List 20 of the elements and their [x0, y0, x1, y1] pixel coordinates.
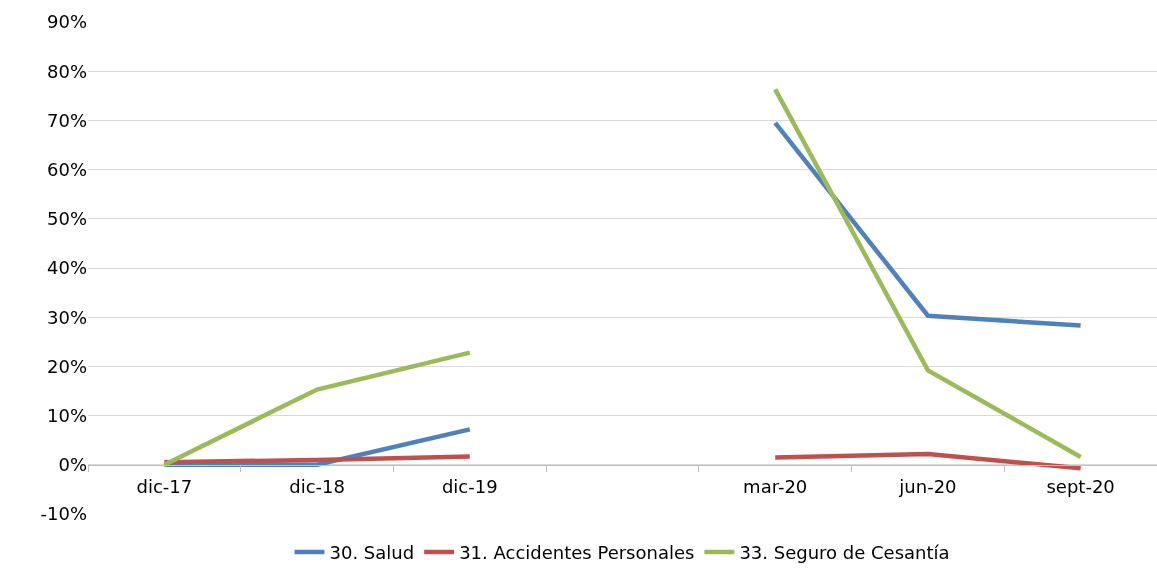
y-tick-label: 90% — [46, 11, 87, 33]
y-tick-label: 80% — [46, 60, 87, 82]
y-tick-label: 20% — [46, 355, 87, 377]
x-tick-label: jun-20 — [898, 476, 957, 498]
x-tick-label: dic-18 — [289, 476, 345, 498]
legend-label: 30. Salud — [329, 541, 415, 563]
x-tick-label: sept-20 — [1046, 476, 1115, 498]
legend-label: 31. Accidentes Personales — [459, 541, 695, 563]
y-tick-label: 60% — [46, 158, 87, 180]
y-tick-label: 10% — [46, 404, 87, 426]
x-tick-label: dic-19 — [441, 476, 498, 498]
y-tick-label: 30% — [46, 306, 87, 328]
x-tick-label: dic-17 — [136, 476, 193, 498]
y-tick-label: 40% — [46, 257, 87, 279]
y-tick-label: 70% — [46, 109, 87, 131]
y-tick-label: -10% — [40, 503, 87, 525]
x-tick-label: mar-20 — [743, 476, 808, 498]
y-tick-label: 0% — [58, 454, 87, 476]
legend-label: 33. Seguro de Cesantía — [739, 541, 950, 563]
y-tick-label: 50% — [46, 208, 87, 230]
